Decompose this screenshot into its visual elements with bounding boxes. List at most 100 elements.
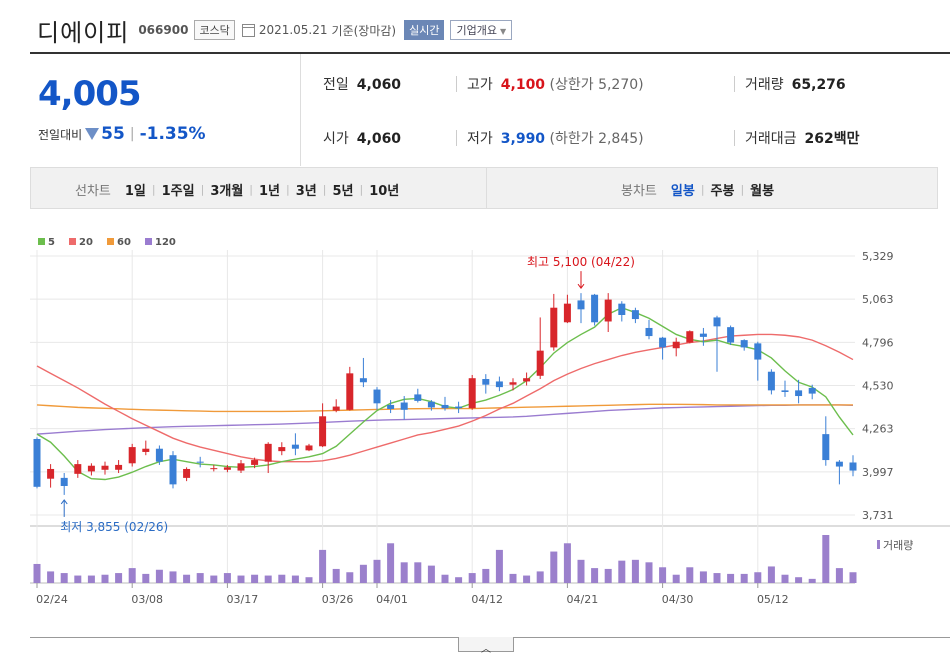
candle <box>631 310 639 320</box>
line-period-tab[interactable]: 3개월 <box>210 184 244 199</box>
volume-bar <box>563 543 571 583</box>
divider <box>456 76 457 92</box>
volume-bar <box>373 559 381 583</box>
volume-bar <box>849 572 857 583</box>
y-tick-label: 4,530 <box>862 380 894 393</box>
volume-bar <box>441 574 449 583</box>
volume-bar <box>577 559 585 583</box>
legend-swatch <box>107 238 114 245</box>
volume-bar <box>822 535 830 583</box>
company-overview-dropdown[interactable]: 기업개요 ▼ <box>450 20 513 40</box>
stat-value: 262 <box>804 131 834 147</box>
candle <box>33 438 41 487</box>
volume-bar <box>291 575 299 583</box>
volume-legend-swatch <box>877 540 880 549</box>
volume-bar <box>509 573 517 583</box>
tab-separator: | <box>151 183 156 196</box>
candle <box>455 406 463 409</box>
volume-bar <box>142 573 150 583</box>
divider <box>734 76 735 92</box>
candle <box>523 378 531 382</box>
x-tick-label: 04/30 <box>662 593 694 606</box>
candle <box>196 461 204 463</box>
candle <box>468 378 476 409</box>
stat-open: 시가 4,060 <box>323 128 401 148</box>
line-period-tab[interactable]: 3년 <box>295 184 317 199</box>
volume-bar <box>550 551 558 583</box>
stat-label: 거래량 <box>745 77 784 93</box>
stat-unit: 백만 <box>833 131 860 147</box>
candle <box>740 340 748 348</box>
stat-label: 전일 <box>323 77 349 93</box>
candle <box>672 341 680 349</box>
candle <box>291 444 299 449</box>
candle <box>359 378 367 383</box>
candle <box>781 390 789 392</box>
legend-label: 5 <box>48 237 55 248</box>
high-annotation: 최고 5,100 (04/22) <box>527 255 635 269</box>
collapse-button[interactable]: ︿ <box>458 637 514 655</box>
volume-bar <box>536 571 544 583</box>
candle <box>155 448 163 462</box>
candle <box>509 382 517 385</box>
candle-period-tab[interactable]: 월봉 <box>750 184 775 199</box>
tab-separator: | <box>740 183 745 196</box>
x-tick-label: 03/17 <box>227 593 259 606</box>
candle <box>414 394 422 401</box>
candle <box>835 461 843 467</box>
volume-bar <box>359 564 367 583</box>
volume-bar <box>319 549 327 583</box>
x-tick-label: 03/08 <box>131 593 163 606</box>
line-period-tab[interactable]: 5년 <box>332 184 354 199</box>
candle-period-tab[interactable]: 주봉 <box>710 184 735 199</box>
candle <box>427 401 435 408</box>
candle <box>387 404 395 410</box>
candle <box>645 327 653 337</box>
tab-separator: | <box>700 183 705 196</box>
y-tick-label: 3,997 <box>862 466 894 479</box>
line-period-tab[interactable]: 1년 <box>259 184 281 199</box>
stat-value: 3,990 <box>500 131 546 147</box>
volume-bar <box>251 574 259 583</box>
upper-limit-label: (상한가 <box>549 77 594 93</box>
candle-chart-tabs: 봉차트 일봉 | 주봉 | 월봉 <box>621 180 780 199</box>
candle <box>319 416 327 447</box>
volume-bar <box>47 571 55 583</box>
stat-value: 4,060 <box>356 131 402 147</box>
volume-bar <box>74 575 82 583</box>
candle <box>441 404 449 409</box>
candle <box>278 447 286 452</box>
change-separator: | <box>129 126 135 142</box>
volume-bar <box>387 543 395 583</box>
volume-bar <box>400 562 408 583</box>
change-percent: -1.35% <box>139 124 206 144</box>
volume-bar <box>346 572 354 583</box>
line-period-tab[interactable]: 1일 <box>124 184 146 199</box>
tab-separator: | <box>200 183 205 196</box>
volume-bar <box>183 574 191 583</box>
quote-date: 2021.05.21 <box>258 23 328 37</box>
volume-bar <box>223 573 231 583</box>
change-label: 전일대비 <box>38 127 83 142</box>
company-overview-label: 기업개요 <box>456 24 497 37</box>
volume-bar <box>523 575 531 583</box>
x-tick-label: 04/01 <box>376 593 408 606</box>
legend-label: 60 <box>117 237 131 248</box>
line-period-tab[interactable]: 1주일 <box>161 184 195 199</box>
volume-bar <box>332 568 340 583</box>
candle <box>47 468 55 479</box>
stat-value: 4,100 <box>500 77 546 93</box>
candle <box>795 390 803 397</box>
divider <box>456 130 457 146</box>
realtime-button[interactable]: 실시간 <box>404 20 445 40</box>
volume-bar <box>699 571 707 583</box>
candle-period-tab[interactable]: 일봉 <box>670 184 695 199</box>
stock-header: 디에이피 066900 코스닥 2021.05.21 기준(장마감) 실시간 기… <box>37 12 513 48</box>
candle <box>686 331 694 343</box>
line-period-tab[interactable]: 10년 <box>369 184 400 199</box>
stat-amount: 거래대금 262백만 <box>745 128 860 148</box>
candle <box>210 468 218 470</box>
candle <box>727 327 735 343</box>
chart-period-tabs: 선차트 1일 | 1주일 | 3개월 | 1년 | 3년 | 5년 | 10년 봉차트 일봉 | 주봉 | 월봉 <box>30 167 938 209</box>
